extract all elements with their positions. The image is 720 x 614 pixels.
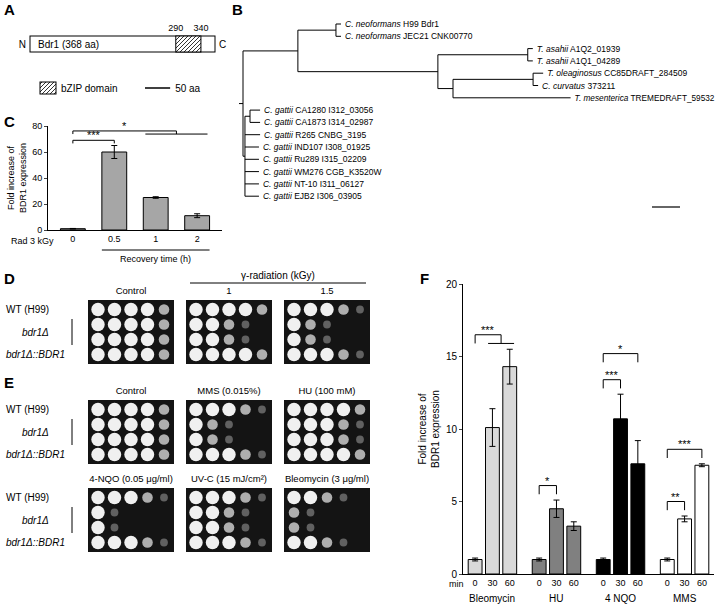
svg-text:15: 15 bbox=[446, 351, 458, 362]
svg-text:bdr1Δ::BDR1: bdr1Δ::BDR1 bbox=[6, 537, 65, 548]
svg-text:F: F bbox=[420, 270, 429, 287]
svg-text:T. oleaginosus CC85DRAFT_28450: T. oleaginosus CC85DRAFT_284509 bbox=[547, 68, 687, 78]
svg-text:50 aa: 50 aa bbox=[175, 83, 200, 94]
svg-text:Control: Control bbox=[116, 285, 147, 296]
svg-text:bdr1Δ: bdr1Δ bbox=[22, 515, 49, 526]
svg-text:E: E bbox=[4, 374, 14, 391]
svg-text:30: 30 bbox=[487, 578, 497, 588]
svg-text:Control: Control bbox=[116, 385, 147, 396]
svg-text:4 NQO: 4 NQO bbox=[605, 593, 636, 604]
svg-text:T. mesenterica TREMEDRAFT_5953: T. mesenterica TREMEDRAFT_59532 bbox=[575, 94, 715, 103]
svg-text:C. neoformans JEC21 CNK00770: C. neoformans JEC21 CNK00770 bbox=[345, 31, 473, 41]
svg-text:0: 0 bbox=[665, 578, 670, 588]
svg-text:1: 1 bbox=[153, 234, 158, 244]
svg-text:290: 290 bbox=[168, 23, 183, 33]
svg-text:0: 0 bbox=[601, 578, 606, 588]
svg-text:Recovery time (h): Recovery time (h) bbox=[120, 254, 191, 264]
svg-text:Rad 3 kGy: Rad 3 kGy bbox=[11, 236, 54, 246]
svg-text:5: 5 bbox=[451, 496, 457, 507]
svg-text:C. gattii CA1873 I314_02987: C. gattii CA1873 I314_02987 bbox=[264, 117, 373, 127]
svg-text:C. gattii WM276 CGB_K3520W: C. gattii WM276 CGB_K3520W bbox=[263, 167, 382, 177]
svg-text:bZIP domain: bZIP domain bbox=[61, 83, 118, 94]
svg-text:60: 60 bbox=[569, 578, 579, 588]
svg-text:MMS (0.015%): MMS (0.015%) bbox=[197, 385, 260, 396]
svg-text:C: C bbox=[4, 113, 15, 130]
svg-text:γ-radiation (kGy): γ-radiation (kGy) bbox=[241, 270, 315, 281]
svg-text:C. neoformans H99 Bdr1: C. neoformans H99 Bdr1 bbox=[345, 19, 439, 29]
svg-text:0: 0 bbox=[473, 578, 478, 588]
svg-text:bdr1Δ::BDR1: bdr1Δ::BDR1 bbox=[6, 449, 65, 460]
svg-text:HU (100 mM): HU (100 mM) bbox=[298, 385, 355, 396]
svg-text:340: 340 bbox=[193, 23, 208, 33]
svg-text:T. asahii A1Q2_01939: T. asahii A1Q2_01939 bbox=[537, 44, 621, 54]
svg-text:Fold increase ofBDR1 expressio: Fold increase ofBDR1 expression bbox=[6, 143, 28, 213]
svg-text:C. gattii NT-10 I311_06127: C. gattii NT-10 I311_06127 bbox=[263, 179, 364, 189]
svg-text:min: min bbox=[449, 579, 464, 589]
svg-text:**: ** bbox=[671, 491, 680, 503]
svg-text:Bleomycin: Bleomycin bbox=[469, 593, 515, 604]
svg-text:60: 60 bbox=[697, 578, 707, 588]
svg-text:bdr1Δ: bdr1Δ bbox=[22, 327, 49, 338]
svg-text:*: * bbox=[545, 475, 550, 487]
svg-text:C: C bbox=[219, 39, 226, 50]
svg-text:WT (H99): WT (H99) bbox=[6, 404, 49, 415]
svg-text:***: *** bbox=[481, 324, 495, 336]
svg-text:60: 60 bbox=[633, 578, 643, 588]
svg-text:10: 10 bbox=[446, 424, 458, 435]
svg-text:WT (H99): WT (H99) bbox=[6, 304, 49, 315]
svg-text:C. curvatus 373211: C. curvatus 373211 bbox=[542, 81, 615, 91]
svg-text:*: * bbox=[122, 120, 127, 132]
svg-text:N: N bbox=[19, 39, 26, 50]
svg-text:1.5: 1.5 bbox=[320, 285, 333, 296]
svg-text:C. gattii R265 CNBG_3195: C. gattii R265 CNBG_3195 bbox=[264, 130, 366, 140]
svg-text:WT (H99): WT (H99) bbox=[6, 492, 49, 503]
svg-text:C. gattii IND107 I308_01925: C. gattii IND107 I308_01925 bbox=[263, 142, 371, 152]
svg-text:20: 20 bbox=[446, 279, 458, 290]
svg-text:UV-C (15 mJ/cm²): UV-C (15 mJ/cm²) bbox=[191, 473, 267, 484]
svg-text:B: B bbox=[232, 1, 243, 18]
svg-text:bdr1Δ::BDR1: bdr1Δ::BDR1 bbox=[6, 349, 65, 360]
svg-text:0.5: 0.5 bbox=[108, 234, 121, 244]
svg-text:0: 0 bbox=[37, 225, 42, 235]
svg-text:C. gattii EJB2 I306_03905: C. gattii EJB2 I306_03905 bbox=[263, 191, 362, 201]
svg-text:40: 40 bbox=[32, 173, 42, 183]
svg-text:4-NQO (0.05 μg/ml): 4-NQO (0.05 μg/ml) bbox=[89, 473, 173, 484]
svg-text:***: *** bbox=[605, 369, 619, 381]
svg-text:60: 60 bbox=[32, 147, 42, 157]
svg-text:30: 30 bbox=[616, 578, 626, 588]
svg-text:30: 30 bbox=[551, 578, 561, 588]
svg-text:0: 0 bbox=[537, 578, 542, 588]
svg-text:Fold increase ofBDR1 expressio: Fold increase ofBDR1 expression bbox=[417, 390, 441, 468]
svg-text:A: A bbox=[4, 1, 15, 18]
svg-text:Bleomycin (3 μg/ml): Bleomycin (3 μg/ml) bbox=[285, 473, 369, 484]
svg-text:D: D bbox=[4, 270, 15, 287]
svg-text:C. gattii CA1280 I312_03056: C. gattii CA1280 I312_03056 bbox=[264, 105, 373, 115]
svg-text:30: 30 bbox=[680, 578, 690, 588]
svg-text:1: 1 bbox=[226, 285, 231, 296]
svg-text:*: * bbox=[618, 343, 623, 355]
svg-text:MMS: MMS bbox=[673, 593, 697, 604]
svg-text:0: 0 bbox=[451, 569, 457, 580]
svg-text:bdr1Δ: bdr1Δ bbox=[22, 427, 49, 438]
svg-text:***: *** bbox=[87, 129, 101, 141]
svg-text:***: *** bbox=[678, 438, 692, 450]
svg-text:80: 80 bbox=[32, 121, 42, 131]
svg-text:0: 0 bbox=[70, 234, 75, 244]
svg-text:Bdr1 (368 aa): Bdr1 (368 aa) bbox=[38, 39, 99, 50]
svg-text:2: 2 bbox=[195, 234, 200, 244]
svg-text:C. gattii Ru289 I315_02209: C. gattii Ru289 I315_02209 bbox=[263, 154, 367, 164]
svg-text:60: 60 bbox=[505, 578, 515, 588]
svg-text:HU: HU bbox=[549, 593, 563, 604]
svg-text:20: 20 bbox=[32, 199, 42, 209]
svg-text:T. asahii A1Q1_04289: T. asahii A1Q1_04289 bbox=[537, 56, 621, 66]
